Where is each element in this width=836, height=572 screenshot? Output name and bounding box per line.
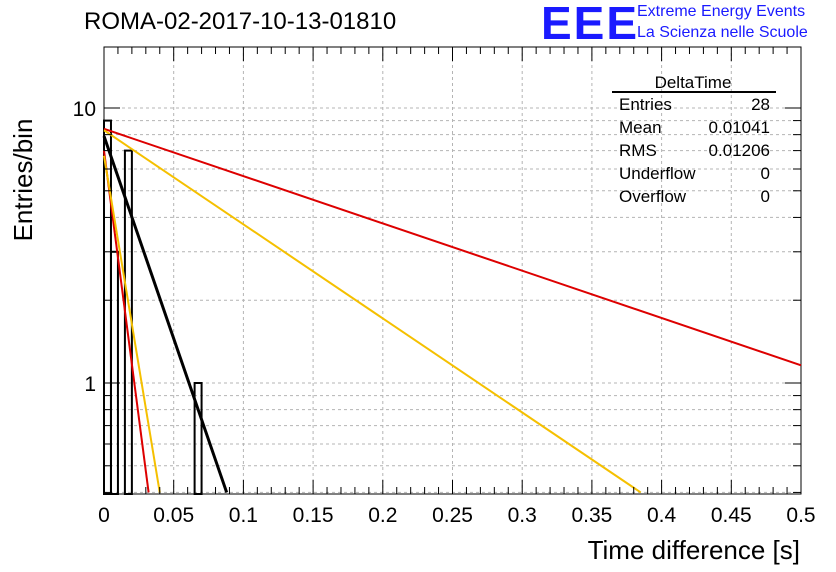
fit-curve-red [103,127,802,367]
y-axis-label: Entries/bin [8,119,38,242]
stats-label-underflow: Underflow [619,164,696,183]
fit-curve-gold [103,155,161,493]
x-tick-label: 0.2 [368,504,397,527]
stats-label-rms: RMS [619,141,657,160]
stats-box-name: DeltaTime [655,73,732,92]
stats-label-entries: Entries [619,95,672,114]
x-tick-label: 0.45 [711,504,752,527]
histogram-bar [193,382,203,495]
logo-subtitle-line1: Extreme Energy Events [637,3,806,20]
y-tick-label: 10 [73,98,96,121]
x-tick-label: 0.4 [647,504,677,527]
logo-subtitle-line2: La Scienza nelle Scuole [637,24,808,41]
fit-curves [102,127,802,494]
eee-logo: EEE [541,0,640,49]
y-tick-label: 1 [84,373,96,396]
x-tick-label: 0.05 [153,504,194,527]
x-tick-label: 0 [98,504,110,527]
fit-curve-gold [103,129,642,494]
stats-value-entries: 28 [751,95,770,114]
x-tick-label: 0.15 [293,504,334,527]
histogram-bar [109,250,119,495]
fit-curve-red [103,150,150,493]
grid-lines [104,47,801,494]
axes: 0 0.05 0.1 0.15 0.2 0.25 0.3 0.35 0.4 0.45 0.5 1 10 [73,47,816,527]
stats-box: DeltaTime Entries 28 Mean 0.01041 RMS 0.… [612,73,776,206]
stats-label-overflow: Overflow [619,187,687,206]
x-tick-label: 0.1 [229,504,258,527]
x-tick-label: 0.5 [786,504,815,527]
stats-value-underflow: 0 [761,164,770,183]
stats-label-mean: Mean [619,118,662,137]
x-tick-label: 0.25 [432,504,473,527]
x-tick-label: 0.3 [508,504,537,527]
run-title: ROMA-02-2017-10-13-01810 [84,8,397,35]
stats-value-mean: 0.01041 [709,118,770,137]
x-axis-label: Time difference [s] [588,535,800,565]
fit-curve-black [102,135,229,493]
stats-value-overflow: 0 [761,187,770,206]
stats-value-rms: 0.01206 [709,141,770,160]
x-tick-label: 0.35 [571,504,612,527]
